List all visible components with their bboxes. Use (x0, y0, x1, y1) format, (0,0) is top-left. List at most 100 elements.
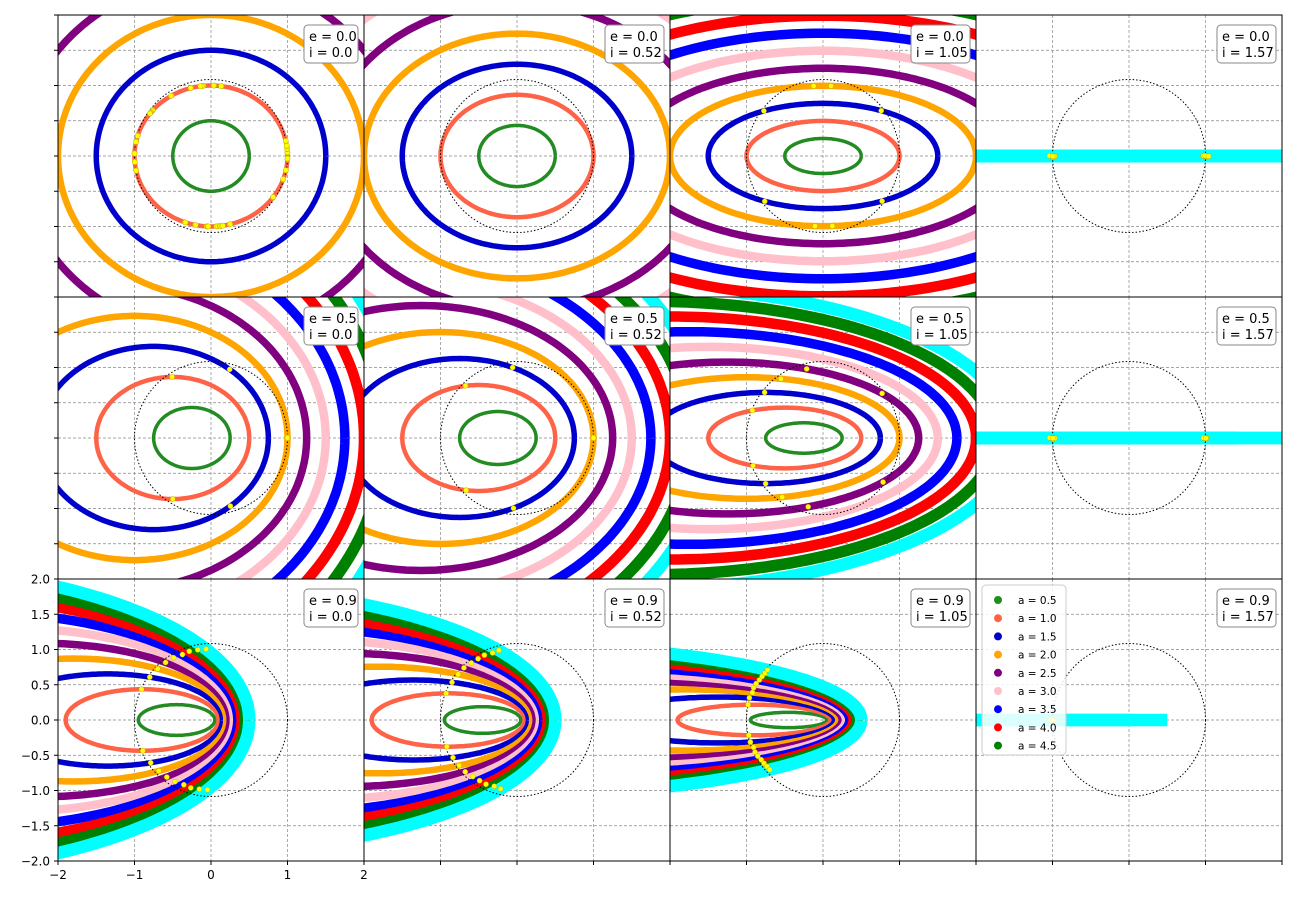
orbit-a-2.0 (670, 82, 976, 230)
crossing-marker (134, 133, 141, 139)
axis-labels: 2.0 1.5 1.0 0.5 0.0 −0.5 −1.0 −1.5 −2.0−2 −1 0 1 2 (21, 573, 368, 883)
crossing-marker (182, 219, 189, 226)
panel-2-0: e = 0.9i = 0.0 (54, 578, 365, 865)
panel-label-e: e = 0.5 (1222, 312, 1270, 327)
crossing-marker (829, 223, 836, 229)
orbit-a-2.0 (58, 15, 364, 297)
orbit-a-1.0 (438, 92, 596, 220)
crossing-marker (140, 747, 146, 754)
crossing-marker (227, 503, 234, 509)
crossing-marker (181, 781, 187, 788)
orbits (364, 297, 670, 579)
crossing-marker (147, 110, 153, 117)
panel-annotation-box (303, 588, 359, 628)
orbit-a-2.5 (670, 678, 846, 762)
crossing-marker (131, 159, 138, 165)
crossing-marker (764, 667, 771, 673)
orbits (364, 598, 562, 842)
legend-marker (994, 687, 1002, 695)
crossing-marker (496, 647, 502, 654)
crossing-marker (187, 85, 194, 91)
panel-label-e: e = 0.9 (309, 594, 357, 609)
crossing-marker (205, 223, 212, 230)
panel-label-i: i = 0.0 (309, 46, 352, 61)
crossing-marker (455, 671, 461, 678)
panel-label-e: e = 0.9 (1222, 594, 1270, 609)
orbit-a-1.5 (670, 694, 838, 746)
panel-label-i: i = 1.05 (916, 46, 968, 61)
crossing-marker (197, 83, 204, 89)
crossing-marker (878, 107, 885, 114)
orbit-a-1.5 (364, 677, 532, 763)
panel-0-3: e = 0.0i = 1.57 (975, 14, 1283, 298)
crossing-marker (750, 462, 756, 469)
panel-annotation-box (1216, 24, 1277, 64)
crossing-marker (746, 695, 753, 701)
crossing-marker (879, 390, 885, 397)
orbit-a-3.0 (494, 297, 637, 579)
crossing-marker (210, 82, 217, 89)
crossing-marker (187, 785, 194, 791)
axis-ticks (975, 861, 1283, 865)
panel-2-2: e = 0.9i = 1.05 (669, 578, 977, 865)
orbit-a-2.0 (670, 686, 842, 754)
orbit-a-2.5 (364, 301, 617, 575)
crossing-marker (194, 647, 201, 653)
crossing-marker (750, 684, 757, 691)
orbit-a-0.5 (748, 710, 829, 730)
crossing-marker (138, 686, 145, 693)
crossing-marker (475, 655, 481, 662)
y-tick-label: 2.0 (31, 573, 50, 587)
y-tick-label: 0.5 (31, 678, 50, 692)
crossing-markers (443, 647, 504, 792)
crossing-marker (218, 83, 224, 89)
y-tick-label: 1.5 (31, 608, 50, 622)
legend-marker (994, 723, 1002, 732)
crossing-marker (131, 150, 138, 157)
crossing-marker (186, 648, 193, 655)
crossing-marker (156, 768, 162, 774)
orbit-a-1.5 (399, 61, 635, 251)
x-tick-label: 0 (207, 868, 215, 882)
crossing-marker (803, 366, 810, 372)
crossing-markers (169, 366, 291, 509)
orbit-a-1.5 (93, 47, 329, 265)
crossing-marker (172, 778, 178, 785)
crossing-marker (283, 167, 289, 173)
legend-label: a = 2.5 (1018, 668, 1057, 680)
axis-ticks (54, 296, 58, 580)
crossing-markers (745, 667, 773, 773)
orbit-a-3.0 (670, 46, 976, 266)
crossing-marker (450, 754, 456, 761)
crossing-marker (879, 198, 885, 204)
panel-label-i: i = 0.52 (610, 610, 662, 625)
panel-label-i: i = 0.52 (610, 46, 662, 61)
crossing-marker (226, 366, 233, 373)
crossing-marker (162, 659, 169, 666)
orbits (58, 580, 256, 860)
orbit-a-2.5 (58, 639, 234, 801)
crossing-markers (138, 646, 211, 793)
legend-label: a = 1.0 (1018, 613, 1057, 625)
grid-lines (364, 15, 670, 297)
orbit-a-2.5 (670, 358, 923, 518)
orbit-a-0.5 (171, 119, 252, 194)
crossing-marker (169, 374, 175, 380)
panel-label-e: e = 0.0 (1222, 30, 1270, 45)
orbit-a-2.0 (364, 328, 597, 548)
orbit-a-3.0 (670, 342, 943, 534)
panel-label-i: i = 1.05 (916, 328, 968, 343)
crossing-marker (1205, 153, 1212, 160)
crossing-marker (463, 487, 469, 494)
crossing-marker (749, 407, 756, 414)
legend-marker (994, 650, 1002, 659)
crossing-markers (1046, 152, 1212, 160)
orbit-a-5.0 (725, 297, 976, 579)
crossing-marker (1049, 153, 1056, 160)
crossing-marker (146, 674, 153, 680)
orbit-a-3.0 (364, 637, 545, 803)
panel-0-2: e = 0.0i = 1.05 (669, 14, 977, 298)
crossing-marker (510, 505, 517, 511)
crossing-marker (270, 194, 277, 200)
